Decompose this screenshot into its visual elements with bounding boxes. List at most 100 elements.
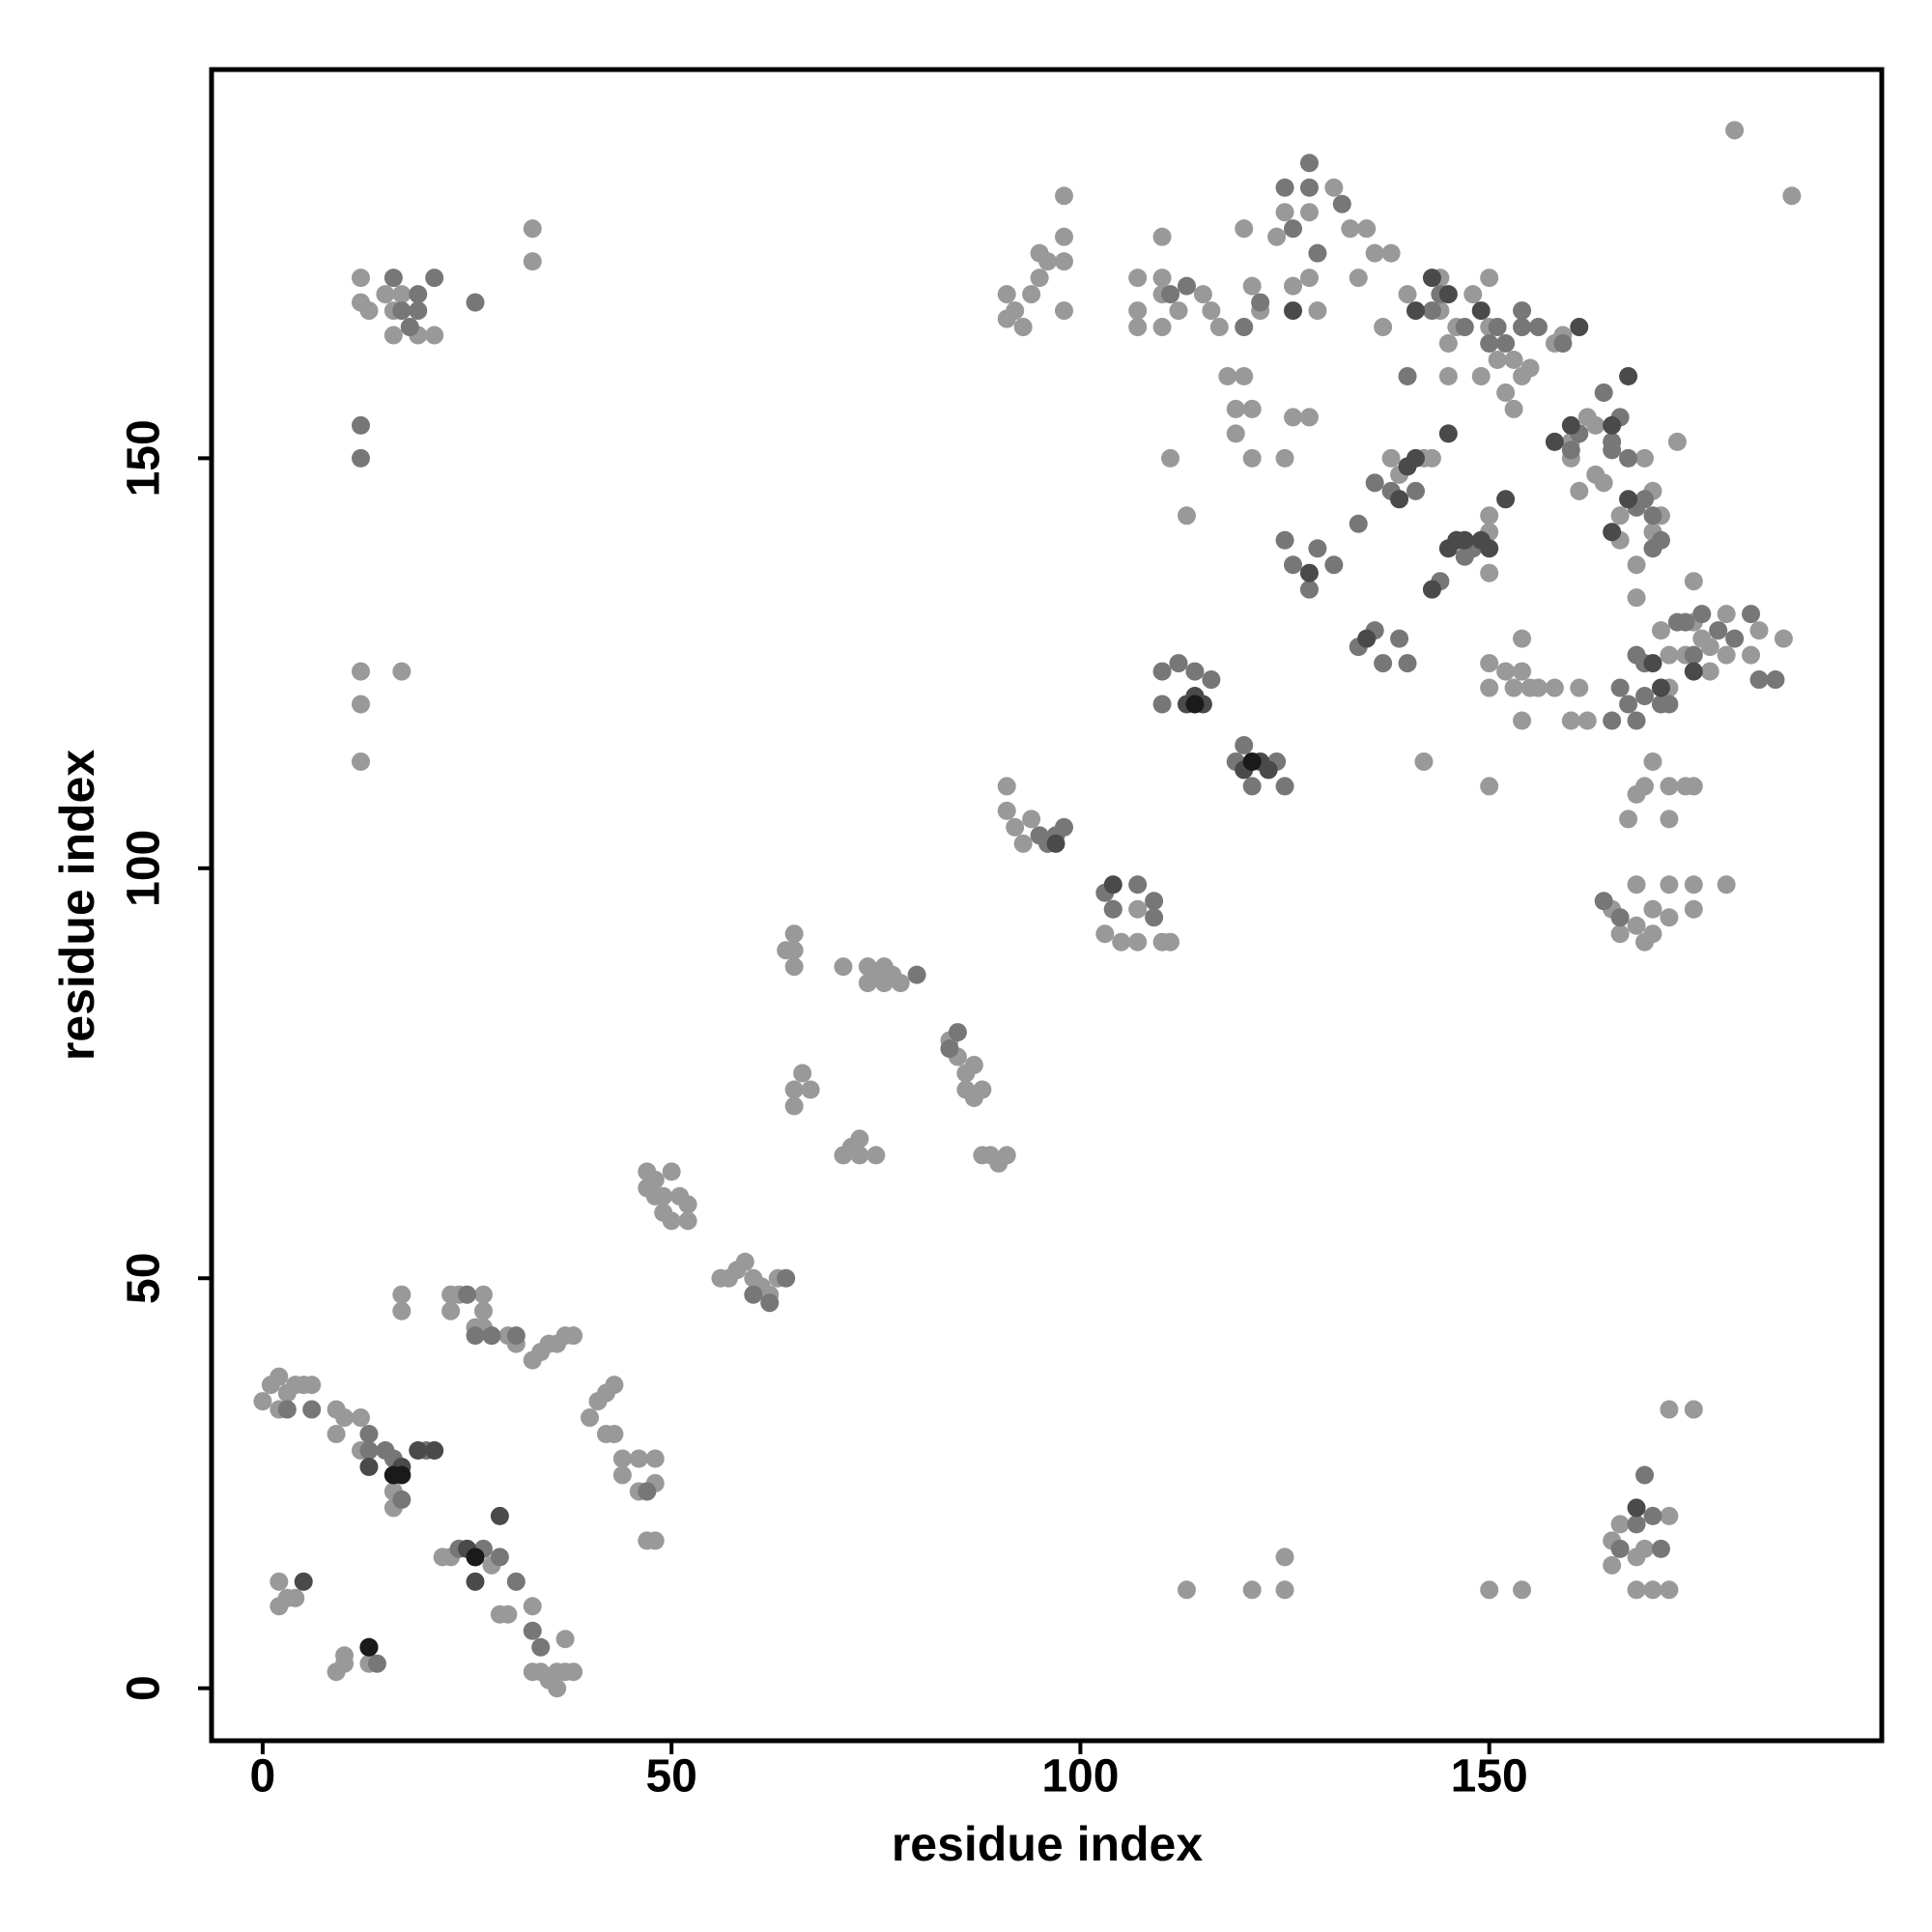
contact-point bbox=[1022, 810, 1041, 829]
contact-point bbox=[1193, 285, 1212, 304]
contact-point bbox=[1299, 154, 1319, 173]
contact-point bbox=[997, 777, 1016, 796]
contact-point bbox=[1651, 1539, 1670, 1558]
x-axis-label: residue index bbox=[892, 1817, 1204, 1871]
contact-point bbox=[1299, 203, 1319, 222]
contact-point bbox=[1169, 654, 1188, 673]
contact-point bbox=[1660, 1580, 1679, 1600]
contact-point bbox=[409, 301, 428, 321]
contact-point bbox=[473, 1285, 493, 1304]
contact-point bbox=[392, 662, 412, 681]
contact-point bbox=[1480, 1580, 1499, 1600]
contact-point bbox=[1513, 711, 1532, 730]
contact-point bbox=[1496, 334, 1516, 354]
contact-point bbox=[425, 269, 444, 288]
contact-point bbox=[1504, 678, 1523, 697]
contact-point bbox=[1594, 383, 1613, 402]
contact-point bbox=[581, 1408, 600, 1428]
contact-point bbox=[784, 957, 804, 977]
contact-point bbox=[1603, 415, 1622, 435]
contact-point bbox=[1766, 670, 1785, 690]
contact-point bbox=[1308, 243, 1327, 263]
contact-point bbox=[1749, 621, 1769, 640]
contact-point bbox=[1235, 366, 1254, 385]
contact-point bbox=[1202, 670, 1221, 690]
x-tick-label: 100 bbox=[1041, 1751, 1119, 1803]
contact-point bbox=[1570, 318, 1589, 337]
contact-point bbox=[964, 1056, 983, 1075]
contact-point bbox=[1774, 629, 1793, 648]
contact-point bbox=[605, 1376, 624, 1395]
contact-point bbox=[1684, 572, 1703, 591]
contact-point bbox=[1480, 269, 1499, 288]
contact-point bbox=[1275, 530, 1294, 550]
contact-point bbox=[1520, 358, 1540, 378]
contact-point bbox=[351, 695, 370, 714]
contact-point bbox=[1594, 892, 1613, 911]
contact-point bbox=[1128, 875, 1148, 895]
contact-point bbox=[940, 1039, 959, 1059]
contact-point bbox=[1651, 621, 1670, 640]
contact-point bbox=[1112, 932, 1131, 952]
contact-point bbox=[351, 448, 370, 468]
contact-point bbox=[1603, 523, 1622, 542]
contact-point bbox=[1128, 269, 1148, 288]
contact-point bbox=[425, 326, 444, 345]
contact-point bbox=[1422, 580, 1441, 599]
contact-point bbox=[302, 1376, 322, 1395]
contact-point bbox=[629, 1449, 648, 1468]
contact-point bbox=[784, 941, 804, 960]
contact-point bbox=[1627, 916, 1646, 935]
contact-point bbox=[1128, 301, 1148, 321]
contact-point bbox=[1381, 243, 1401, 263]
contact-point bbox=[1438, 366, 1458, 385]
contact-point bbox=[359, 1457, 379, 1476]
contact-point bbox=[1128, 318, 1148, 337]
contact-point bbox=[1103, 875, 1122, 895]
contact-point bbox=[1226, 424, 1245, 443]
contact-point bbox=[784, 1096, 804, 1116]
contact-point bbox=[400, 318, 419, 337]
contact-point bbox=[253, 1392, 272, 1411]
contact-point bbox=[1635, 687, 1655, 706]
contact-point bbox=[784, 1080, 804, 1099]
contact-point bbox=[1275, 777, 1294, 796]
contact-point bbox=[1635, 490, 1655, 509]
contact-point bbox=[948, 1023, 967, 1042]
contact-point bbox=[1660, 645, 1679, 665]
contact-point bbox=[1504, 399, 1523, 418]
contact-point bbox=[1742, 645, 1761, 665]
y-axis-label: residue index bbox=[50, 750, 104, 1062]
contact-point bbox=[335, 1408, 355, 1428]
contact-point bbox=[1684, 662, 1703, 681]
contact-point bbox=[327, 1425, 346, 1444]
contact-point bbox=[1308, 301, 1327, 321]
contact-point bbox=[490, 1506, 509, 1525]
contact-point bbox=[1643, 1580, 1662, 1600]
contact-point bbox=[270, 1367, 289, 1386]
contact-point bbox=[564, 1326, 583, 1346]
contact-point bbox=[351, 415, 370, 435]
contact-point bbox=[1709, 621, 1728, 640]
contact-point bbox=[1643, 539, 1662, 558]
contact-point bbox=[1627, 711, 1646, 730]
contact-point bbox=[1480, 539, 1499, 558]
contact-point bbox=[1169, 301, 1188, 321]
contact-point bbox=[294, 1572, 313, 1591]
contact-point bbox=[1692, 605, 1712, 624]
contact-point bbox=[523, 252, 542, 271]
contact-point bbox=[1684, 645, 1703, 665]
contact-point bbox=[392, 1285, 412, 1304]
contact-point bbox=[1513, 318, 1532, 337]
x-tick-label: 150 bbox=[1451, 1751, 1528, 1803]
contact-point bbox=[1259, 760, 1278, 780]
contact-point bbox=[1054, 252, 1073, 271]
contact-point bbox=[1635, 1465, 1655, 1485]
contact-point bbox=[270, 1572, 289, 1591]
contact-point bbox=[1643, 1506, 1662, 1525]
contact-point bbox=[638, 1482, 657, 1501]
contact-point bbox=[1553, 334, 1573, 354]
contact-point bbox=[1528, 678, 1548, 697]
contact-point bbox=[1749, 670, 1769, 690]
contact-point bbox=[654, 1186, 673, 1206]
